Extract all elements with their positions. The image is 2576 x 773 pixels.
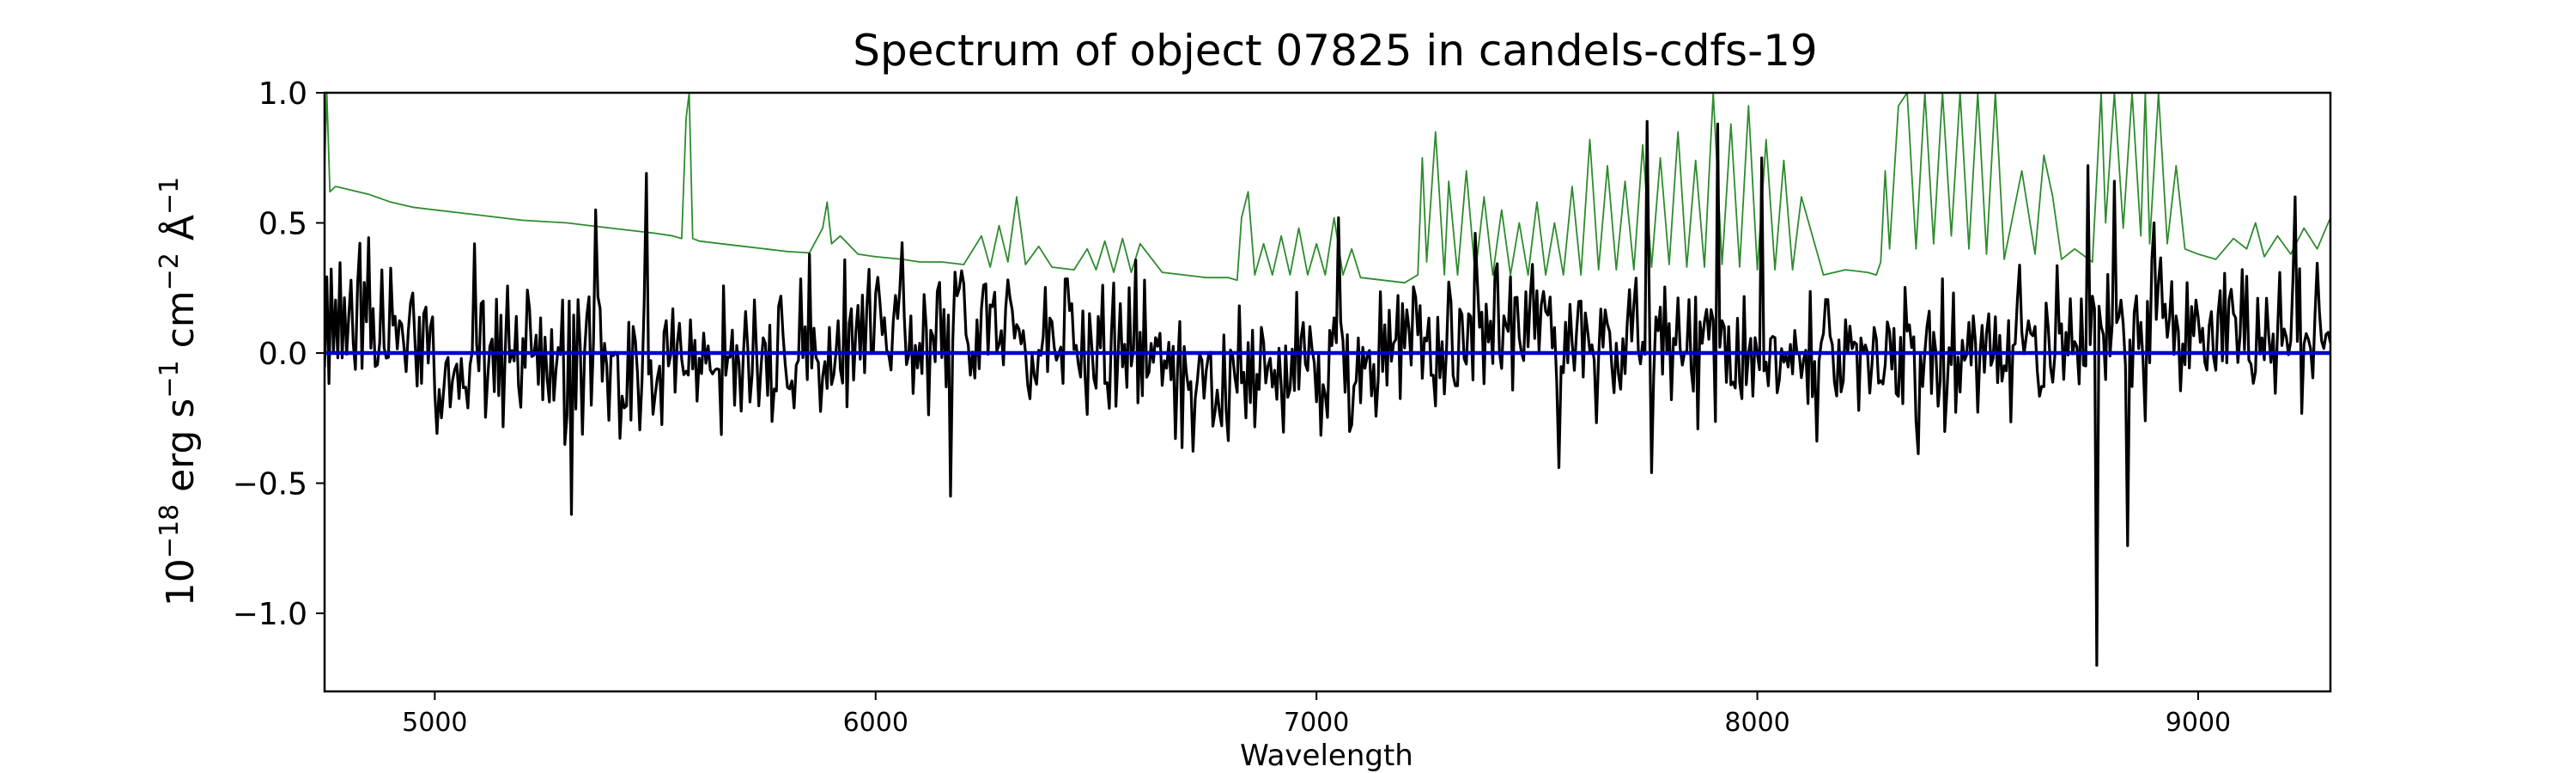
- y-label-exp1: −18: [155, 504, 185, 558]
- y-tick-label: 1.0: [258, 76, 307, 112]
- y-tick-label: −1.0: [233, 597, 307, 632]
- x-tick-label: 7000: [1284, 708, 1349, 738]
- y-label-t3: Å: [157, 215, 203, 253]
- y-label-exp3: −2: [155, 253, 185, 290]
- y-label-base: 10: [159, 558, 203, 606]
- chart-title: Spectrum of object 07825 in candels-cdfs…: [853, 26, 1818, 76]
- plot-frame: [323, 91, 2332, 693]
- y-tick-label: 0.0: [258, 337, 307, 372]
- series-flux-line: [325, 119, 2330, 667]
- y-tick-label: −0.5: [233, 467, 307, 502]
- x-tick-label: 8000: [1724, 708, 1789, 738]
- x-tick-label: 5000: [402, 708, 467, 738]
- y-label-t2: cm: [159, 290, 203, 360]
- y-label-t1: erg s: [159, 399, 203, 504]
- x-axis: 5000 6000 7000 8000 9000: [402, 691, 2231, 738]
- y-axis-label: 10−18 erg s−1 cm−2 Å−1: [155, 177, 203, 606]
- y-tick-label: 0.5: [258, 207, 307, 242]
- x-tick-label: 6000: [843, 708, 908, 738]
- series-error-line: [325, 93, 2330, 284]
- y-label-exp2: −1: [155, 360, 185, 398]
- y-axis: 1.0 0.5 0.0 −0.5 −1.0: [233, 76, 325, 632]
- plot-area: [325, 93, 2330, 667]
- y-label-exp4: −1: [155, 177, 185, 215]
- x-tick-label: 9000: [2166, 708, 2231, 738]
- x-axis-label: Wavelength: [1240, 739, 1413, 773]
